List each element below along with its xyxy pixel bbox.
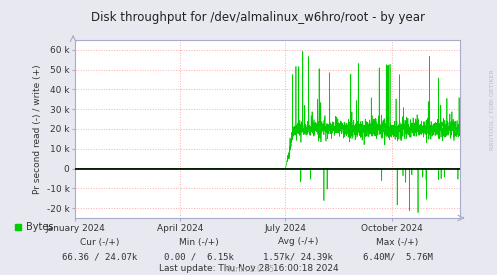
Text: Bytes: Bytes: [26, 222, 54, 232]
Text: Max (-/+): Max (-/+): [376, 238, 419, 246]
Text: RRDTOOL / TOBI OETIKER: RRDTOOL / TOBI OETIKER: [490, 70, 495, 150]
Text: Munin 2.0.75: Munin 2.0.75: [224, 265, 273, 274]
Text: 6.40M/  5.76M: 6.40M/ 5.76M: [363, 253, 432, 262]
Text: Last update: Thu Nov 28 16:00:18 2024: Last update: Thu Nov 28 16:00:18 2024: [159, 265, 338, 273]
Text: Disk throughput for /dev/almalinux_w6hro/root - by year: Disk throughput for /dev/almalinux_w6hro…: [91, 11, 425, 24]
Text: 0.00 /  6.15k: 0.00 / 6.15k: [164, 253, 234, 262]
Text: 66.36 / 24.07k: 66.36 / 24.07k: [62, 253, 137, 262]
Text: Avg (-/+): Avg (-/+): [278, 238, 319, 246]
Text: Min (-/+): Min (-/+): [179, 238, 219, 246]
Text: 1.57k/ 24.39k: 1.57k/ 24.39k: [263, 253, 333, 262]
Y-axis label: Pr second read (-) / write (+): Pr second read (-) / write (+): [33, 64, 42, 194]
Text: Cur (-/+): Cur (-/+): [80, 238, 119, 246]
